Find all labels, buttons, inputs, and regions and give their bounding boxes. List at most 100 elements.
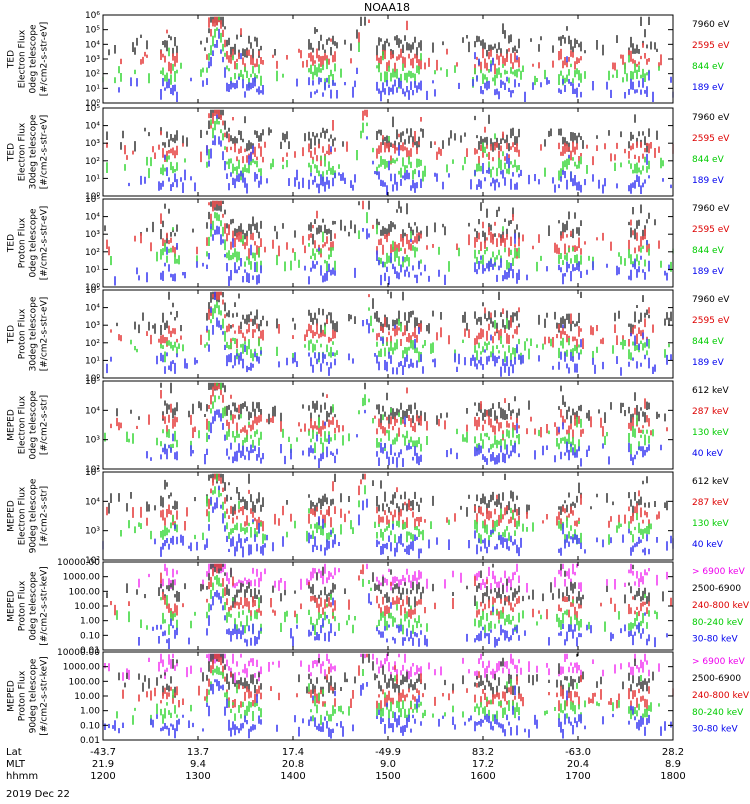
y-tick-label: 0.10: [80, 721, 100, 731]
panel-legend: 7960 eV 2595 eV 844 eV 189 eV: [692, 295, 730, 368]
series-trace-1-4: [118, 28, 674, 102]
x-row-value: 9.0: [380, 759, 396, 770]
y-axis-label-line: 0deg telescope: [29, 208, 39, 278]
y-tick-label: 10²: [85, 248, 100, 258]
y-axis-label-line: Electron Flux: [18, 29, 28, 88]
panel-7: 0.01 0.10 1.00 10.00 100.00 1000.00 10000.00 ME…: [7, 558, 750, 656]
legend-entry: 80-240 keV: [692, 708, 744, 718]
y-axis-label-line: [#/cm2-s-str-eV]: [40, 22, 50, 97]
series-trace-2-1: [106, 109, 658, 153]
y-tick-label: 0.01: [80, 736, 100, 746]
y-tick-label: 10²: [85, 556, 100, 566]
y-tick-label: 10⁵: [85, 195, 100, 205]
y-tick-label: 10⁵: [85, 26, 100, 36]
x-row-value: 1500: [375, 771, 400, 782]
panel-1-traces: [102, 16, 674, 102]
y-tick-label: 10²: [85, 339, 100, 349]
series-trace-1-3: [102, 16, 660, 89]
y-axis-label-line: [#/cm2-s-str-keV]: [40, 656, 50, 735]
panel-6-traces: [102, 473, 674, 559]
panel-8-traces: [102, 653, 674, 739]
series-trace-8-3: [122, 653, 674, 712]
series-trace-4-1: [116, 291, 672, 336]
y-axis-label-line: TED: [7, 50, 17, 69]
x-row-value: 1800: [660, 771, 685, 782]
x-row-value: 20.4: [567, 759, 589, 770]
legend-entry: 240-800 keV: [692, 601, 750, 611]
y-axis-label-line: 0deg telescope: [29, 390, 39, 460]
series-trace-4-4: [106, 291, 672, 377]
legend-entry: 30-80 keV: [692, 725, 738, 735]
panel-4: 10⁰ 10¹ 10² 10³ 10⁴ 10⁵ TEDProton Flux30deg te…: [7, 286, 731, 384]
legend-entry: 844 eV: [692, 155, 725, 165]
x-row-value: 1700: [565, 771, 590, 782]
y-axis-label-line: MEPED: [7, 590, 17, 622]
series-trace-5-2: [110, 382, 668, 441]
y-axis-label-line: Proton Flux: [18, 670, 28, 721]
y-tick-label: 10³: [85, 55, 100, 65]
y-tick-label: 1.00: [80, 617, 100, 627]
y-axis-label-line: MEPED: [7, 409, 17, 441]
y-axis-label-line: TED: [7, 325, 17, 344]
legend-entry: 7960 eV: [692, 204, 730, 214]
y-axis-label-line: TED: [7, 143, 17, 162]
panel-legend: 612 keV 287 keV 130 keV 40 keV: [692, 386, 729, 459]
x-row-value: 17.4: [282, 747, 304, 758]
x-row-value: 17.2: [472, 759, 494, 770]
panel-4-traces: [106, 291, 672, 377]
legend-entry: 2595 eV: [692, 41, 730, 51]
panel-2-traces: [106, 109, 674, 195]
y-tick-label: 10000.00: [57, 558, 100, 568]
series-trace-5-1: [116, 382, 666, 426]
series-trace-3-1: [104, 200, 656, 245]
y-tick-label: 10⁶: [85, 11, 100, 21]
series-trace-2-4: [128, 114, 672, 195]
x-row-value: 28.2: [662, 747, 684, 758]
panel-6: 10² 10³ 10⁴ 10⁵ MEPEDElectron Flux90deg tele…: [7, 468, 730, 566]
panel-legend: > 6900 keV 2500-6900 240-800 keV 80-240 keV…: [692, 657, 750, 735]
y-axis-label: MEPEDProton Flux90deg telescope[#/cm2-s-…: [7, 656, 50, 735]
y-tick-label: 10⁵: [85, 104, 100, 114]
panel-3: 10⁰ 10¹ 10² 10³ 10⁴ 10⁵ TEDProton Flux0deg tel…: [7, 195, 731, 293]
y-axis-label-line: Proton Flux: [18, 580, 28, 631]
legend-entry: 7960 eV: [692, 295, 730, 305]
y-tick-label: 10⁰: [85, 283, 100, 293]
y-tick-label: 10¹: [85, 84, 100, 94]
legend-entry: 2595 eV: [692, 134, 730, 144]
panel-8: 0.01 0.10 1.00 10.00 100.00 1000.00 10000.00 ME…: [7, 648, 750, 746]
x-row-label: MLT: [6, 759, 26, 770]
y-axis-label-line: 0deg telescope: [29, 571, 39, 641]
y-tick-label: 10⁴: [85, 304, 100, 314]
y-tick-label: 0.01: [80, 646, 100, 656]
legend-entry: 40 keV: [692, 449, 724, 459]
y-tick-label: 10¹: [85, 265, 100, 275]
legend-entry: 2500-6900: [692, 674, 741, 684]
legend-entry: 80-240 keV: [692, 618, 744, 628]
y-tick-label: 10.00: [74, 692, 100, 702]
y-tick-label: 10³: [85, 321, 100, 331]
x-row-value: 9.4: [190, 759, 206, 770]
series-trace-6-3: [120, 473, 652, 545]
y-axis-label-line: [#/cm2-s-str-eV]: [40, 206, 50, 281]
y-tick-label: 10⁰: [85, 374, 100, 384]
y-tick-label: 0.10: [80, 631, 100, 641]
y-axis-label: MEPEDElectron Flux90deg telescope[#/cm2-…: [7, 478, 50, 553]
series-trace-6-2: [106, 473, 660, 532]
series-trace-7-2: [106, 563, 664, 608]
y-tick-label: 10¹: [85, 356, 100, 366]
panel-3-traces: [104, 200, 674, 286]
y-tick-label: 1.00: [80, 707, 100, 717]
y-axis-label-line: MEPED: [7, 500, 17, 532]
y-tick-label: 10¹: [85, 174, 100, 184]
legend-entry: 287 keV: [692, 498, 729, 508]
y-axis-label-line: [#/cm2-s-str]: [40, 395, 50, 455]
y-axis-label-line: 90deg telescope: [29, 658, 39, 733]
series-trace-7-5: [138, 590, 668, 649]
x-row-value: 21.9: [92, 759, 114, 770]
y-axis-label-line: [#/cm2-s-str-keV]: [40, 566, 50, 645]
y-axis-label-line: [#/cm2-s-str]: [40, 486, 50, 546]
y-axis-label-line: Proton Flux: [18, 217, 28, 268]
y-axis-label: TEDProton Flux0deg telescope[#/cm2-s-str…: [7, 206, 50, 281]
series-trace-4-3: [130, 301, 670, 364]
